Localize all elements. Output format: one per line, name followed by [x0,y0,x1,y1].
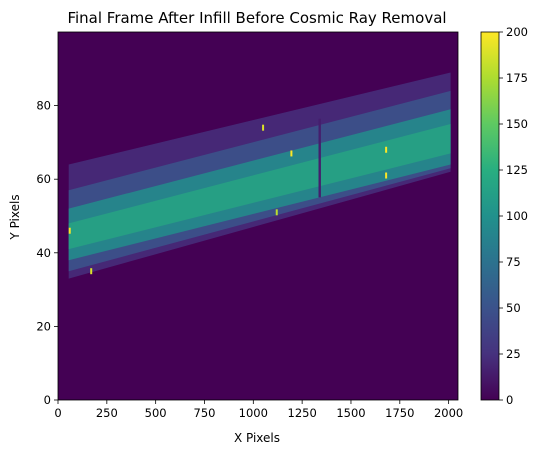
colorbar-tick-label: 175 [506,71,528,85]
plot-frame [57,31,459,401]
hot-pixel [262,124,265,131]
colorbar-tick-label: 50 [506,301,521,315]
x-tick-label: 500 [145,406,167,420]
x-tick-label: 1250 [288,406,317,420]
y-tick-label: 60 [36,172,51,186]
hot-pixels [68,124,388,275]
x-axis: 0 250 500 750 1000 1250 1500 1750 2000 [54,400,463,420]
y-axis-label: Y Pixels [8,194,22,240]
colorbar-ticks: 0 25 50 75 100 125 150 175 200 [499,25,528,407]
hot-pixel [385,146,388,153]
hot-pixel [385,172,388,179]
colorbar-tick-label: 25 [506,347,521,361]
x-tick-label: 750 [194,406,216,420]
chart-title: Final Frame After Infill Before Cosmic R… [67,9,446,27]
hot-pixel [290,150,293,157]
spectral-trace [68,72,451,279]
colorbar: 0 25 50 75 100 125 150 175 200 [480,25,528,407]
hot-pixel [275,209,278,216]
trace-band-core [68,124,451,250]
x-tick-label: 1000 [239,406,268,420]
x-tick-label: 250 [96,406,118,420]
y-tick-label: 0 [44,393,51,407]
colorbar-tick-label: 150 [506,117,528,131]
x-tick-label: 1500 [336,406,365,420]
colorbar-tick-label: 0 [506,393,513,407]
heatmap-plot-area [57,31,459,401]
hot-pixel [68,227,71,234]
x-tick-label: 2000 [434,406,463,420]
x-tick-label: 0 [54,406,61,420]
hot-pixel [90,268,93,275]
colorbar-gradient [480,31,500,401]
trace-gap-column [318,118,321,198]
y-tick-label: 20 [36,319,51,333]
x-axis-label: X Pixels [234,431,280,445]
colorbar-tick-label: 200 [506,25,528,39]
colorbar-tick-label: 100 [506,209,528,223]
colorbar-tick-label: 125 [506,163,528,177]
colorbar-tick-label: 75 [506,255,521,269]
y-tick-label: 80 [36,99,51,113]
y-tick-label: 40 [36,246,51,260]
y-axis: 0 20 40 60 80 [36,99,58,407]
x-tick-label: 1750 [385,406,414,420]
